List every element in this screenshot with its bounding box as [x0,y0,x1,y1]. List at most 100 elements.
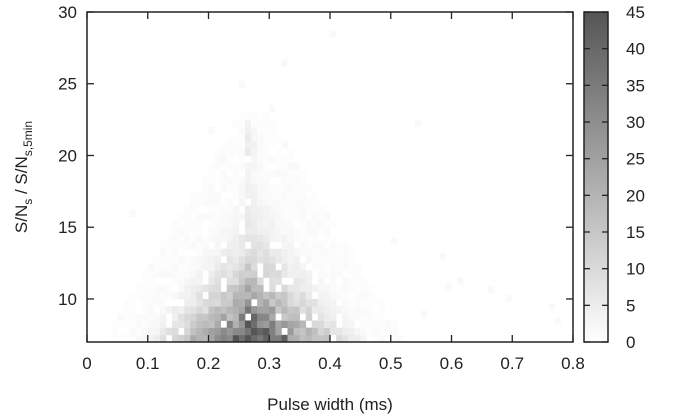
heatmap-cell [336,241,343,250]
heatmap-cell [184,327,191,336]
heatmap-cell [281,320,288,329]
heatmap-cell [293,298,301,307]
heatmap-cell [220,198,228,207]
heatmap-cell [360,284,367,293]
heatmap-cell [311,234,319,242]
heatmap-cell [269,212,276,221]
heatmap-cell [208,291,215,300]
heatmap-cell [111,327,118,336]
heatmap-cell [190,327,197,336]
heatmap-cell [141,327,149,336]
heatmap-cell [548,303,555,311]
heatmap-cell [251,227,258,235]
heatmap-cell [257,155,264,164]
heatmap-cell [190,270,197,278]
heatmap-cell [141,270,149,278]
heatmap-cell [238,119,246,128]
heatmap-cell [251,148,258,156]
heatmap-cell [348,320,355,329]
heatmap-cell [135,313,143,321]
heatmap-cell [178,270,185,278]
heatmap-cell [208,263,215,271]
heatmap-cell [305,327,313,336]
heatmap-cell [281,313,288,321]
heatmap-cell [178,320,185,329]
heatmap-cell [257,169,264,178]
y-tick-label: 10 [58,290,77,309]
heatmap-cell [251,162,258,171]
heatmap-cell [220,162,228,171]
heatmap-cell [208,277,215,285]
heatmap-cell [226,255,234,264]
colorbar-tick-label: 30 [626,113,645,132]
heatmap-cell [251,327,258,336]
heatmap-cell [342,248,349,257]
heatmap-cell [232,270,240,278]
heatmap-cell [184,320,191,329]
heatmap-cell [299,306,307,314]
heatmap-cell [244,291,252,300]
heatmap-cell [317,248,325,257]
heatmap-cell [330,255,337,264]
heatmap-cell [263,306,270,314]
heatmap-cell [317,298,325,307]
heatmap-cell [275,327,282,336]
heatmap-cell [257,177,264,185]
heatmap-cell [445,283,452,291]
heatmap-cell [257,191,264,199]
heatmap-cell [208,184,215,192]
heatmap-cell [244,306,252,314]
heatmap-cell [299,270,307,278]
heatmap-cell [184,205,191,214]
heatmap-cell [336,306,343,314]
heatmap-cell [165,284,173,293]
heatmap-cell [202,184,209,192]
heatmap-cell [196,227,203,235]
heatmap-cell [323,212,331,221]
heatmap-cell [226,334,234,342]
heatmap-cell [269,126,276,135]
heatmap-cell [208,205,215,214]
heatmap-cell [317,327,325,336]
heatmap-cell [159,255,167,264]
heatmap-cell [257,334,264,342]
heatmap-cell [214,291,222,300]
heatmap-cell [196,220,203,228]
heatmap-cell [226,241,234,250]
heatmap-cell [263,119,270,128]
heatmap-cell [251,177,258,185]
heatmap-cell [232,212,240,221]
heatmap-cell [196,234,203,242]
heatmap-cell [202,248,209,257]
heatmap-cell [232,284,240,293]
heatmap-cell [232,184,240,192]
heatmap-cell [238,80,245,89]
heatmap-cell [263,270,270,278]
heatmap-cell [214,198,222,207]
heatmap-cell [342,241,349,250]
heatmap-cell [330,277,337,285]
heatmap-cell [147,298,155,307]
heatmap-cell [287,320,294,329]
heatmap-cell [263,148,270,156]
heatmap-cell [305,241,313,250]
heatmap-cell [226,184,234,192]
heatmap-cell [165,241,173,250]
heatmap-cell [384,327,392,336]
heatmap-cell [214,162,222,171]
heatmap-cell [141,313,149,321]
heatmap-cell [232,255,240,264]
heatmap-cell [317,313,325,321]
heatmap-cell [269,313,276,321]
heatmap-cell [147,306,155,314]
heatmap-cell [305,234,313,242]
heatmap-cell [342,277,349,285]
heatmap-cell [220,148,228,156]
heatmap-cell [263,155,270,164]
heatmap-cell [226,320,234,329]
heatmap-cell [232,241,240,250]
colorbar-tick-label: 25 [626,150,645,169]
heatmap-cell [263,327,270,336]
x-tick-label: 0 [82,354,91,373]
heatmap-cell [129,320,136,329]
